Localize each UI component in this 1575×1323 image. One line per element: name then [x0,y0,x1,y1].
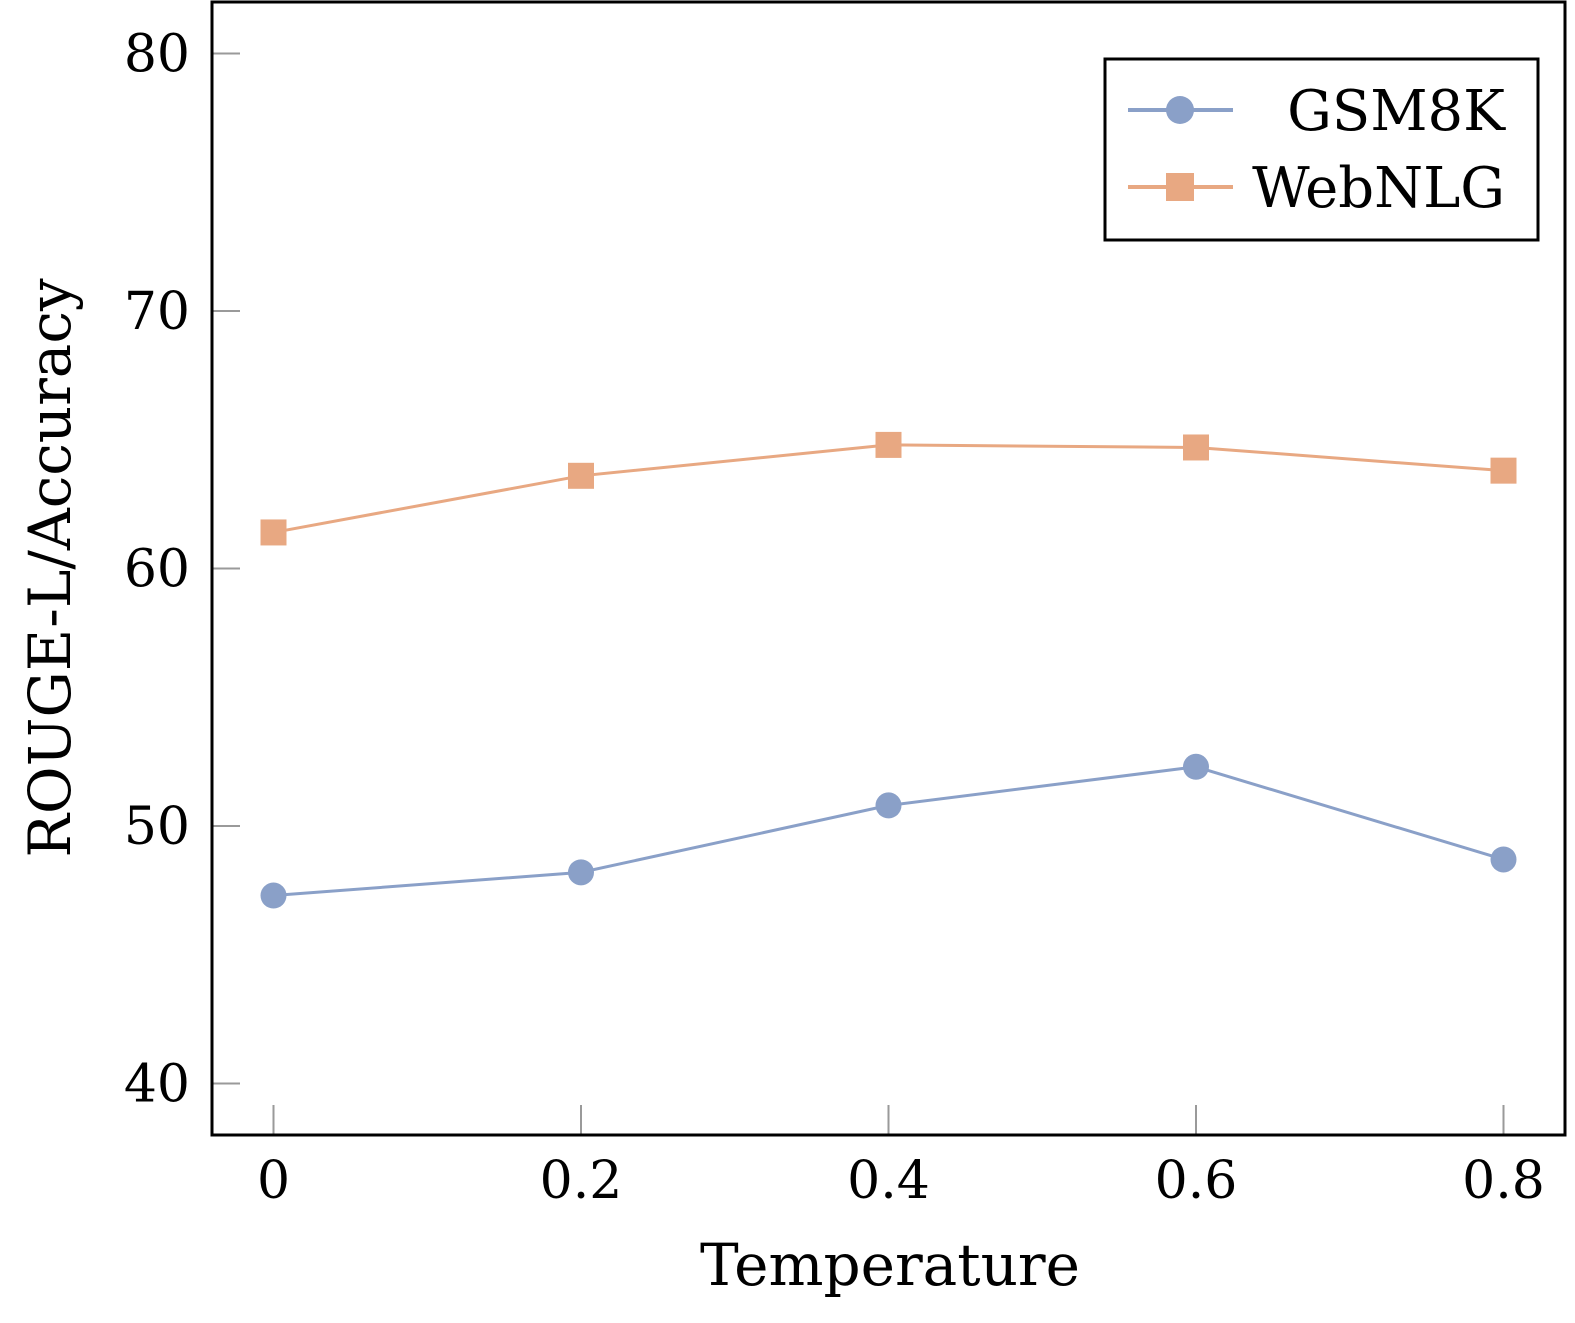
data-point-webnlg-4 [1490,457,1517,484]
x-tick-label-1: 0.2 [540,1151,623,1211]
data-point-webnlg-3 [1183,434,1209,461]
legend-marker-gsm8k [1166,96,1194,124]
data-point-gsm8k-4 [1490,846,1517,873]
data-point-gsm8k-2 [875,792,902,819]
x-tick-label-3: 0.6 [1155,1151,1238,1211]
legend-box [1103,57,1540,242]
legend-label-gsm8k: GSM8K [1287,79,1506,144]
y-axis-label: ROUGE-L/Accuracy [16,278,84,857]
data-point-gsm8k-1 [568,859,594,886]
series-line-webnlg [273,443,1504,534]
x-axis-label: Temperature [700,1231,1080,1299]
legend-label-webnlg: WebNLG [1252,156,1505,221]
series-layer [260,431,1517,909]
x-tick-label-4: 0.8 [1462,1151,1545,1211]
data-point-webnlg-0 [260,519,287,546]
data-point-webnlg-1 [568,462,594,489]
data-point-webnlg-2 [875,431,902,458]
data-point-gsm8k-0 [260,882,287,909]
x-tick-label-0: 0 [257,1151,290,1211]
data-point-gsm8k-3 [1183,753,1209,780]
legend-marker-webnlg [1166,173,1194,201]
x-tick-label-2: 0.4 [847,1151,930,1211]
axis-ticks: 0 0.2 0.4 0.6 0.8 40 50 60 70 80 [124,25,1545,1212]
legend: GSM8K WebNLG [1103,57,1540,242]
y-tick-label-1: 50 [124,797,190,857]
series-line-gsm8k [273,765,1504,898]
y-tick-label-2: 60 [124,540,190,600]
y-tick-label-0: 40 [124,1055,190,1115]
y-tick-label-3: 70 [124,282,190,342]
y-tick-label-4: 80 [124,25,190,85]
plot-frame [210,0,1567,1137]
